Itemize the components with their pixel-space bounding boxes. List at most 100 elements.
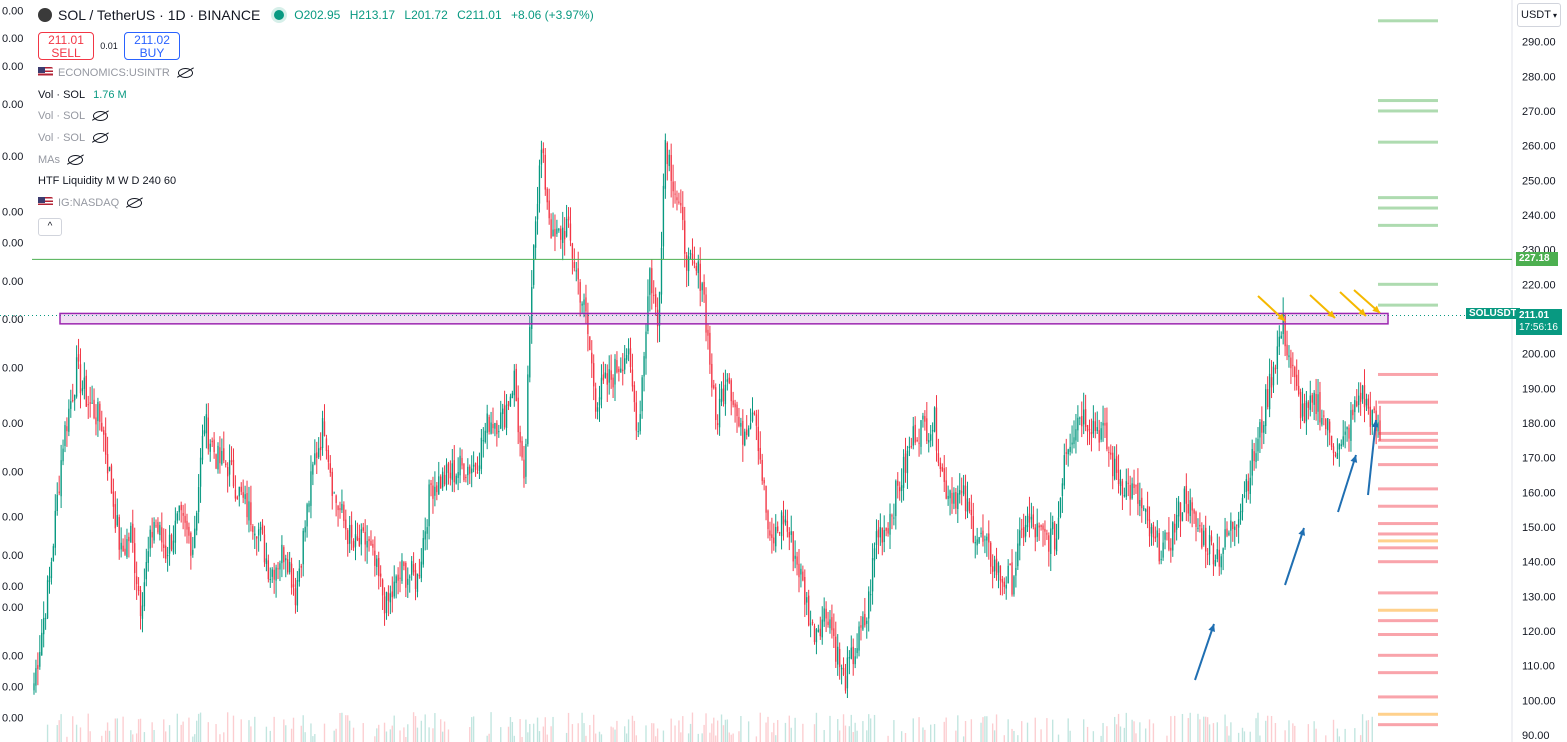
left-axis-tick: 0.00 xyxy=(2,713,23,725)
indicator-row[interactable]: MAs xyxy=(38,149,594,171)
candle-body xyxy=(219,447,221,464)
indicator-row[interactable]: ECONOMICS:USINTR xyxy=(38,62,594,84)
volume-bar xyxy=(1338,736,1341,742)
volume-bar xyxy=(196,720,198,742)
candle-body xyxy=(509,396,512,407)
liquidity-level xyxy=(1378,522,1438,526)
collapse-legend-button[interactable]: ^ xyxy=(38,217,62,236)
candle-body xyxy=(498,431,500,433)
candle-body xyxy=(1019,530,1021,546)
buy-button[interactable]: 211.02 BUY xyxy=(124,32,180,60)
level-price-tag: 227.18 xyxy=(1516,252,1558,267)
candle-body xyxy=(1166,532,1168,534)
candle-body xyxy=(230,460,233,462)
candle-body xyxy=(916,439,918,441)
volume-bar xyxy=(509,717,512,742)
indicator-row[interactable]: HTF Liquidity M W D 240 60 xyxy=(38,170,594,192)
candle-body xyxy=(1141,497,1143,509)
indicator-row[interactable]: Vol · SOL 1.76 M xyxy=(38,84,594,106)
volume-bar xyxy=(1148,719,1151,742)
candle-body xyxy=(1073,437,1075,445)
candle-body xyxy=(1007,565,1009,584)
candle-body xyxy=(1061,483,1064,497)
volume-bar xyxy=(163,719,165,742)
volume-bar xyxy=(581,712,583,742)
candle-body xyxy=(622,369,624,372)
candle-body xyxy=(563,231,566,240)
candle-body xyxy=(695,266,698,271)
candle-body xyxy=(316,452,318,458)
candle-body xyxy=(689,253,692,255)
candle-body xyxy=(1028,513,1031,523)
candle-body xyxy=(145,561,148,580)
candle-body xyxy=(930,434,932,441)
volume-bar xyxy=(922,727,924,742)
volume-bar xyxy=(705,713,707,742)
hidden-eye-icon[interactable] xyxy=(127,197,143,208)
hidden-eye-icon[interactable] xyxy=(93,111,109,122)
candle-body xyxy=(211,440,213,443)
volume-bar xyxy=(1284,730,1286,742)
spread-value: 0.01 xyxy=(100,41,118,51)
candle-body xyxy=(558,228,560,231)
market-status-icon[interactable] xyxy=(274,10,285,20)
blue-arrow-head xyxy=(1371,420,1379,428)
candle-body xyxy=(83,377,86,389)
candle-body xyxy=(285,558,287,561)
candle-body xyxy=(261,524,264,534)
sell-button[interactable]: 211.01 SELL xyxy=(38,32,94,60)
last-price-tag: 211.01 17:56:16 xyxy=(1516,309,1562,336)
indicator-row[interactable]: Vol · SOL xyxy=(38,105,594,127)
candle-body xyxy=(674,193,676,195)
candle-body xyxy=(775,526,777,547)
candle-body xyxy=(567,216,570,221)
volume-bar xyxy=(1052,719,1054,742)
candle-body xyxy=(1150,527,1153,534)
candle-body xyxy=(778,532,781,534)
candle-body xyxy=(720,388,723,403)
indicator-row[interactable]: IG:NASDAQ xyxy=(38,192,594,214)
sell-label: SELL xyxy=(51,46,81,60)
volume-bar xyxy=(1013,730,1015,742)
currency-select[interactable]: USDT ▾ xyxy=(1517,3,1561,27)
candle-body xyxy=(1348,427,1350,439)
candle-body xyxy=(168,534,171,554)
candle-body xyxy=(1154,536,1157,539)
indicator-label: HTF Liquidity M W D 240 60 xyxy=(38,175,177,188)
candle-body xyxy=(831,617,833,631)
volume-bar xyxy=(285,725,287,742)
liquidity-level xyxy=(1378,695,1438,699)
candle-body xyxy=(292,584,295,587)
candle-body xyxy=(858,626,860,651)
volume-bar xyxy=(701,733,703,742)
candle-body xyxy=(54,510,56,548)
candle-body xyxy=(500,412,502,429)
hidden-eye-icon[interactable] xyxy=(177,67,193,78)
candle-body xyxy=(66,426,68,432)
volume-bar xyxy=(662,730,665,742)
candle-body xyxy=(860,625,862,628)
candle-body xyxy=(980,532,982,535)
volume-bar xyxy=(930,724,932,742)
hidden-eye-icon[interactable] xyxy=(68,154,83,165)
candle-body xyxy=(1143,508,1145,510)
candle-body xyxy=(240,486,242,492)
volume-bar xyxy=(1249,731,1251,742)
volume-bar xyxy=(1199,719,1201,742)
candle-body xyxy=(959,490,961,495)
candle-body xyxy=(374,550,376,566)
symbol-title[interactable]: SOL / TetherUS · 1D · BINANCE xyxy=(58,7,261,23)
blue-arrow xyxy=(1337,454,1357,513)
candle-body xyxy=(807,595,810,626)
hidden-eye-icon[interactable] xyxy=(93,132,109,143)
candle-body xyxy=(436,485,438,493)
candle-body xyxy=(114,504,117,529)
candle-body xyxy=(1354,400,1356,413)
liquidity-level xyxy=(1378,619,1438,623)
candle-body xyxy=(1234,526,1236,531)
indicator-row[interactable]: Vol · SOL xyxy=(38,127,594,149)
candle-body xyxy=(414,570,417,589)
candle-body xyxy=(1249,477,1251,494)
volume-bar xyxy=(552,716,554,742)
